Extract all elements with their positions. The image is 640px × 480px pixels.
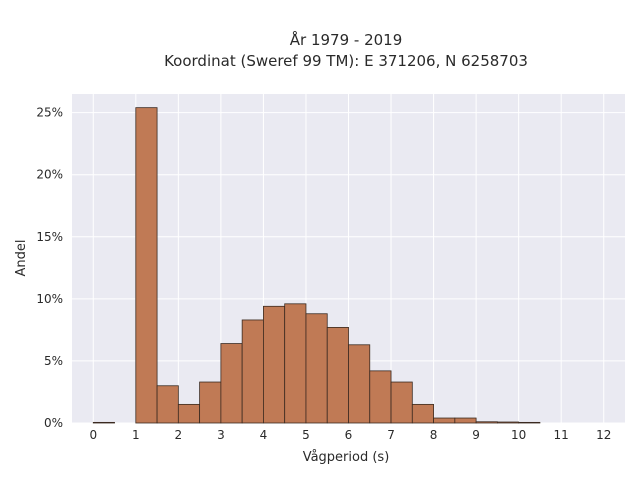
x-tick-label: 0 <box>89 428 97 442</box>
x-axis-label: Vågperiod (s) <box>303 450 390 465</box>
x-tick-label: 2 <box>175 428 183 442</box>
x-tick-labels: 0 1 2 3 4 5 6 7 8 9 10 11 12 <box>89 428 611 442</box>
x-tick-label: 8 <box>430 428 438 442</box>
x-tick-label: 5 <box>302 428 310 442</box>
histogram-bar <box>92 421 115 424</box>
histogram-bar <box>284 303 307 424</box>
histogram-bar <box>326 327 349 424</box>
histogram-bar <box>156 385 179 424</box>
x-tick-label: 3 <box>217 428 225 442</box>
histogram-bar <box>496 421 520 424</box>
x-tick-label: 12 <box>596 428 611 442</box>
y-axis-label: Andel <box>14 240 29 277</box>
histogram-bar <box>241 319 264 424</box>
histogram-bar <box>199 381 222 424</box>
x-tick-label: 1 <box>132 428 140 442</box>
x-tick-label: 11 <box>554 428 569 442</box>
y-tick-label: 20% <box>36 168 63 182</box>
x-tick-label: 10 <box>511 428 526 442</box>
x-tick-label: 6 <box>345 428 353 442</box>
histogram-bar <box>263 305 286 424</box>
y-tick-label: 15% <box>36 230 63 244</box>
histogram-bar <box>220 343 243 424</box>
histogram-bar <box>411 403 434 424</box>
histogram-bars <box>92 107 541 424</box>
y-tick-labels: 0% 5% 10% 15% 20% 25% <box>36 106 63 430</box>
x-tick-label: 4 <box>260 428 268 442</box>
y-tick-label: 10% <box>36 292 63 306</box>
chart-title-line-1: År 1979 - 2019 <box>290 30 403 49</box>
histogram-bar <box>518 421 541 424</box>
histogram-bar <box>348 344 371 424</box>
y-tick-label: 5% <box>44 354 63 368</box>
histogram-bar <box>305 313 328 424</box>
histogram-bar <box>433 417 456 424</box>
x-tick-label: 7 <box>387 428 395 442</box>
histogram-bar <box>475 421 498 424</box>
histogram-bar <box>390 381 413 424</box>
x-tick-label: 9 <box>472 428 480 442</box>
histogram-bar <box>454 417 477 424</box>
y-tick-label: 0% <box>44 416 63 430</box>
histogram-bar <box>135 107 158 424</box>
chart-title-line-2: Koordinat (Sweref 99 TM): E 371206, N 62… <box>164 52 528 70</box>
y-tick-label: 25% <box>36 106 63 120</box>
histogram-bar <box>177 403 201 424</box>
histogram-bar <box>369 370 392 424</box>
